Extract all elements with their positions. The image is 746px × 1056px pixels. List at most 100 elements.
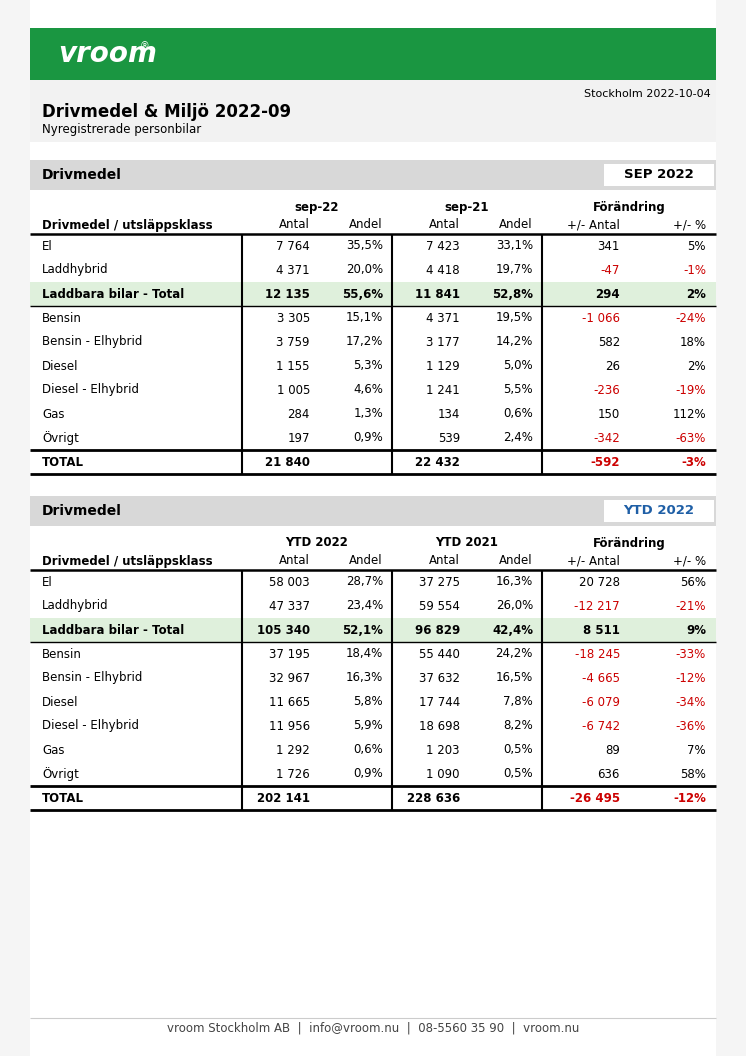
Text: -26 495: -26 495 <box>570 792 620 805</box>
Text: 636: 636 <box>598 768 620 780</box>
Text: +/- %: +/- % <box>673 554 706 567</box>
Text: 47 337: 47 337 <box>269 600 310 612</box>
Text: 9%: 9% <box>686 623 706 637</box>
Text: YTD 2022: YTD 2022 <box>624 505 695 517</box>
Text: 5,3%: 5,3% <box>354 359 383 373</box>
Text: 52,8%: 52,8% <box>492 287 533 301</box>
Text: vroom Stockholm AB  |  info@vroom.nu  |  08-5560 35 90  |  vroom.nu: vroom Stockholm AB | info@vroom.nu | 08-… <box>167 1021 579 1035</box>
Bar <box>30 80 716 142</box>
Text: -63%: -63% <box>676 432 706 445</box>
Text: 5,5%: 5,5% <box>504 383 533 396</box>
Bar <box>604 499 714 522</box>
Text: 8 511: 8 511 <box>583 623 620 637</box>
Text: -236: -236 <box>593 383 620 396</box>
Text: Bensin: Bensin <box>42 647 82 660</box>
Text: 1,3%: 1,3% <box>354 408 383 420</box>
Text: Laddbara bilar - Total: Laddbara bilar - Total <box>42 623 184 637</box>
Text: 4 418: 4 418 <box>427 264 460 277</box>
Text: El: El <box>42 240 53 252</box>
Text: -12 217: -12 217 <box>574 600 620 612</box>
Text: 4 371: 4 371 <box>276 264 310 277</box>
Text: 1 005: 1 005 <box>277 383 310 396</box>
Text: Antal: Antal <box>429 554 460 567</box>
Text: 0,5%: 0,5% <box>504 768 533 780</box>
Text: -36%: -36% <box>676 719 706 733</box>
Text: 197: 197 <box>287 432 310 445</box>
Text: 89: 89 <box>605 743 620 756</box>
Text: 11 956: 11 956 <box>269 719 310 733</box>
Text: -18 245: -18 245 <box>574 647 620 660</box>
Text: -4 665: -4 665 <box>582 672 620 684</box>
Text: -12%: -12% <box>673 792 706 805</box>
Text: 1 155: 1 155 <box>277 359 310 373</box>
Text: Förändring: Förändring <box>592 201 665 213</box>
Text: Diesel - Elhybrid: Diesel - Elhybrid <box>42 719 139 733</box>
Text: -34%: -34% <box>676 696 706 709</box>
Text: +/- %: +/- % <box>673 219 706 231</box>
Text: 112%: 112% <box>672 408 706 420</box>
Text: 59 554: 59 554 <box>419 600 460 612</box>
Text: 33,1%: 33,1% <box>496 240 533 252</box>
Text: Bensin: Bensin <box>42 312 82 324</box>
Text: 1 129: 1 129 <box>426 359 460 373</box>
Bar <box>30 29 716 80</box>
Text: Diesel: Diesel <box>42 359 78 373</box>
Text: 105 340: 105 340 <box>257 623 310 637</box>
Text: Övrigt: Övrigt <box>42 767 79 781</box>
Bar <box>30 282 716 306</box>
Text: Stockholm 2022-10-04: Stockholm 2022-10-04 <box>584 89 711 99</box>
Text: 32 967: 32 967 <box>269 672 310 684</box>
Text: Diesel: Diesel <box>42 696 78 709</box>
Text: 35,5%: 35,5% <box>346 240 383 252</box>
Text: -342: -342 <box>593 432 620 445</box>
Text: 0,9%: 0,9% <box>354 768 383 780</box>
Text: -6 742: -6 742 <box>582 719 620 733</box>
Text: YTD 2022: YTD 2022 <box>286 536 348 549</box>
Text: 18,4%: 18,4% <box>345 647 383 660</box>
Text: 18%: 18% <box>680 336 706 348</box>
Text: 7,8%: 7,8% <box>504 696 533 709</box>
Text: -1 066: -1 066 <box>582 312 620 324</box>
Text: 55 440: 55 440 <box>419 647 460 660</box>
Text: 5,9%: 5,9% <box>354 719 383 733</box>
Text: -33%: -33% <box>676 647 706 660</box>
Text: 20,0%: 20,0% <box>346 264 383 277</box>
Bar <box>30 618 716 642</box>
Text: 56%: 56% <box>680 576 706 588</box>
Text: -3%: -3% <box>681 455 706 469</box>
Text: 24,2%: 24,2% <box>495 647 533 660</box>
Text: 18 698: 18 698 <box>419 719 460 733</box>
Text: 23,4%: 23,4% <box>345 600 383 612</box>
Text: 37 632: 37 632 <box>419 672 460 684</box>
Text: Andel: Andel <box>499 219 533 231</box>
Text: 52,1%: 52,1% <box>342 623 383 637</box>
Text: 4,6%: 4,6% <box>353 383 383 396</box>
Text: SEP 2022: SEP 2022 <box>624 169 694 182</box>
Text: 284: 284 <box>288 408 310 420</box>
Text: 37 275: 37 275 <box>419 576 460 588</box>
Text: Gas: Gas <box>42 408 64 420</box>
Text: 96 829: 96 829 <box>415 623 460 637</box>
Text: -21%: -21% <box>675 600 706 612</box>
Text: 1 203: 1 203 <box>427 743 460 756</box>
Text: Diesel - Elhybrid: Diesel - Elhybrid <box>42 383 139 396</box>
Text: Laddhybrid: Laddhybrid <box>42 264 109 277</box>
Text: 42,4%: 42,4% <box>492 623 533 637</box>
Text: 37 195: 37 195 <box>269 647 310 660</box>
Text: 21 840: 21 840 <box>265 455 310 469</box>
Text: 7 764: 7 764 <box>276 240 310 252</box>
Text: Andel: Andel <box>349 219 383 231</box>
Text: Antal: Antal <box>429 219 460 231</box>
Text: Bensin - Elhybrid: Bensin - Elhybrid <box>42 672 142 684</box>
Text: Förändring: Förändring <box>592 536 665 549</box>
Text: 202 141: 202 141 <box>257 792 310 805</box>
Text: 16,3%: 16,3% <box>496 576 533 588</box>
Text: 228 636: 228 636 <box>407 792 460 805</box>
Text: 28,7%: 28,7% <box>345 576 383 588</box>
Text: 22 432: 22 432 <box>415 455 460 469</box>
Text: 11 841: 11 841 <box>415 287 460 301</box>
Text: 5,8%: 5,8% <box>354 696 383 709</box>
Text: sep-22: sep-22 <box>295 201 339 213</box>
Text: 2%: 2% <box>686 287 706 301</box>
Text: 5%: 5% <box>688 240 706 252</box>
